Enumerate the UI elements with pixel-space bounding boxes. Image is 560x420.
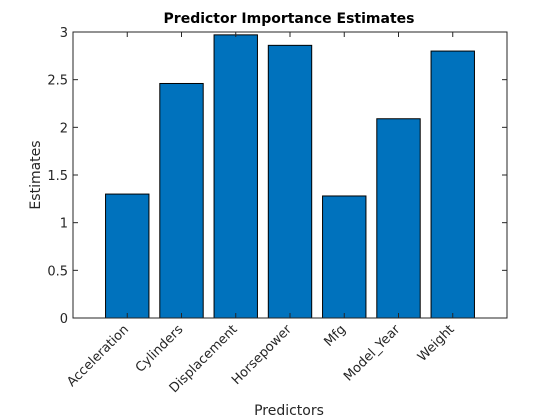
x-axis-label: Predictors	[254, 403, 324, 419]
bar-weight	[431, 51, 474, 318]
plot-area: 00.511.522.53 Acceleration CylindersDispl…	[47, 26, 507, 396]
y-tick-label: 3	[60, 26, 68, 41]
y-tick-label: 1	[60, 217, 68, 232]
y-tick-label: 0	[60, 312, 68, 327]
bar-displacement	[214, 35, 257, 318]
y-tick-label: 2	[60, 121, 68, 136]
chart-title: Predictor Importance Estimates	[164, 11, 415, 27]
y-tick-label: 1.5	[47, 169, 68, 184]
bar-acceleration	[106, 194, 149, 318]
bar-horsepower	[268, 45, 311, 318]
y-axis-label: Estimates	[28, 140, 44, 209]
y-tick-label: 0.5	[47, 264, 68, 279]
y-tick-label: 2.5	[47, 74, 68, 89]
bar-mfg	[323, 196, 366, 318]
bar-model-year	[377, 119, 420, 318]
bar-cylinders	[160, 83, 203, 318]
